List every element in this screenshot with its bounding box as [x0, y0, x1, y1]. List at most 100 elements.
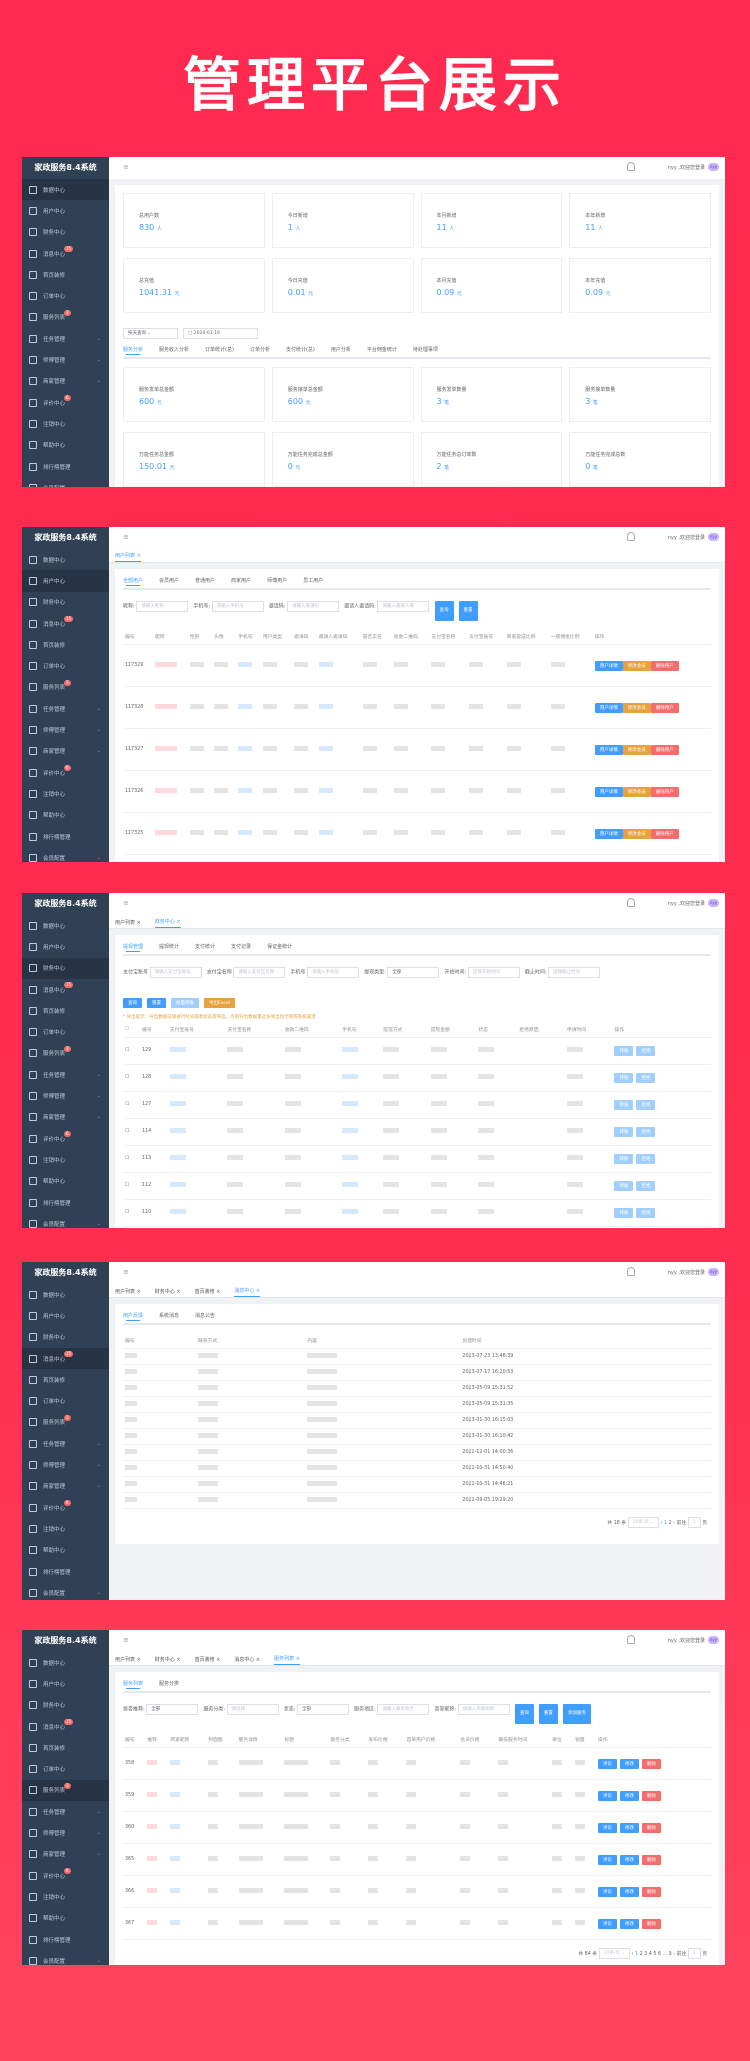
delete-user-button[interactable]: 删除用户: [650, 828, 679, 839]
delete-user-button[interactable]: 删除用户: [650, 702, 679, 713]
sidebar-item[interactable]: 数据中心: [22, 1284, 109, 1305]
table-row[interactable]: 365 评论 修改 删除: [123, 1843, 711, 1876]
tab[interactable]: 订单分析: [249, 347, 270, 353]
sidebar-item[interactable]: 评价中心 6: [22, 762, 109, 783]
sidebar-item[interactable]: 会员配置 ⌄: [22, 477, 109, 487]
comment-button[interactable]: 评论: [598, 1918, 618, 1929]
edit-button[interactable]: 修改: [620, 1758, 640, 1769]
sidebar-item[interactable]: 商家管理 ⌄: [22, 371, 109, 392]
tab[interactable]: 会员用户: [159, 578, 180, 584]
comment-button[interactable]: 评论: [598, 1790, 618, 1801]
tag-0[interactable]: 用户列表 ×: [115, 920, 141, 926]
sidebar-item[interactable]: 评价中心 6: [22, 1497, 109, 1518]
sidebar-item[interactable]: 消息中心 15: [22, 1347, 109, 1370]
sidebar-item[interactable]: 师傅管理 ⌄: [22, 719, 109, 740]
tab[interactable]: 提现统计: [159, 944, 180, 950]
user-detail-button[interactable]: 用户详情: [594, 660, 623, 671]
delete-button[interactable]: 删除: [642, 1918, 662, 1929]
query-button[interactable]: 查询: [514, 1704, 534, 1724]
table-row[interactable]: 2023-05-09 15:31:52: [123, 1380, 711, 1397]
sidebar-item[interactable]: 注销中心: [22, 1518, 109, 1539]
tab[interactable]: 支付统计: [195, 944, 216, 950]
tab[interactable]: 提现管理: [123, 944, 144, 950]
page-number[interactable]: 9: [668, 1952, 674, 1957]
tab[interactable]: 订单统计(总): [205, 347, 234, 353]
sidebar-item[interactable]: 排行榜管理: [22, 826, 109, 847]
sidebar-item[interactable]: 用户中心: [22, 200, 109, 221]
table-row[interactable]: 2023-07-23 13:46:39: [123, 1348, 711, 1365]
edit-member-button[interactable]: 修改会员: [622, 744, 651, 755]
comment-button[interactable]: 评论: [598, 1886, 618, 1897]
reject-button[interactable]: 拒绝: [636, 1099, 656, 1110]
sidebar-item[interactable]: 消息中心 15: [22, 243, 109, 264]
hamburger-icon[interactable]: ≡: [123, 1268, 129, 1276]
sidebar-item[interactable]: 帮助中心: [22, 1171, 109, 1192]
page-number[interactable]: ...: [662, 1952, 669, 1957]
table-row[interactable]: 117328 用户详情 修改会员 删除用户: [123, 686, 711, 729]
hamburger-icon[interactable]: ≡: [123, 533, 129, 541]
bell-icon[interactable]: [627, 898, 635, 907]
sidebar-item[interactable]: 注销中心: [22, 413, 109, 434]
table-row[interactable]: 2023-01-30 16:15:03: [123, 1412, 711, 1429]
sidebar-item[interactable]: 排行榜管理: [22, 1929, 109, 1950]
row-checkbox[interactable]: ☐: [125, 1075, 130, 1080]
sidebar-item[interactable]: 财务中心: [22, 957, 109, 979]
filter-input[interactable]: 全部: [146, 1704, 199, 1715]
bell-icon[interactable]: [627, 162, 635, 171]
table-row[interactable]: ☐ 129 转账 拒绝: [123, 1037, 711, 1065]
sidebar-item[interactable]: 财务中心: [22, 1695, 109, 1716]
tag-0[interactable]: 用户列表 ×: [115, 1657, 141, 1663]
sidebar-item[interactable]: 任务管理 ⌄: [22, 1801, 109, 1822]
sidebar-item[interactable]: 评价中心 6: [22, 392, 109, 413]
avatar[interactable]: nyy: [708, 533, 719, 541]
table-row[interactable]: 2023-07-17 16:20:53: [123, 1364, 711, 1381]
tab[interactable]: 服务列表: [123, 1681, 144, 1687]
sidebar-item[interactable]: 帮助中心: [22, 1908, 109, 1929]
transfer-button[interactable]: 转账: [614, 1045, 634, 1056]
sidebar-item[interactable]: 会员配置 ⌄: [22, 1950, 109, 1965]
sidebar-item[interactable]: 订单中心: [22, 285, 109, 306]
sidebar-item[interactable]: 任务管理 ⌄: [22, 328, 109, 349]
sidebar-item[interactable]: 排行榜管理: [22, 1192, 109, 1213]
sidebar-item[interactable]: 帮助中心: [22, 805, 109, 826]
sidebar-item[interactable]: 商家管理 ⌄: [22, 1107, 109, 1128]
bell-icon[interactable]: [627, 1267, 635, 1276]
sidebar-item[interactable]: 注销中心: [22, 783, 109, 804]
table-row[interactable]: 366 评论 修改 删除: [123, 1875, 711, 1908]
transfer-button[interactable]: 转账: [614, 1072, 634, 1083]
edit-member-button[interactable]: 修改会员: [622, 702, 651, 713]
transfer-button[interactable]: 转账: [614, 1099, 634, 1110]
sidebar-item[interactable]: 消息中心 15: [22, 613, 109, 634]
tab[interactable]: 服务分析: [123, 347, 144, 353]
table-row[interactable]: ☐ 110 转账 拒绝: [123, 1199, 711, 1227]
filter-input[interactable]: 请输入邀请码: [287, 601, 340, 612]
hamburger-icon[interactable]: ≡: [123, 1636, 129, 1644]
transfer-button[interactable]: 转账: [614, 1207, 634, 1218]
sidebar-item[interactable]: 商家管理 ⌄: [22, 1844, 109, 1865]
row-checkbox[interactable]: ☐: [125, 1156, 130, 1161]
sidebar-item[interactable]: 注销中心: [22, 1149, 109, 1170]
page-size-select[interactable]: 10条/页 ⌄: [627, 1517, 660, 1528]
filter-input[interactable]: 全部: [297, 1704, 350, 1715]
reject-button[interactable]: 拒绝: [636, 1072, 656, 1083]
page-number[interactable]: 3: [644, 1952, 649, 1957]
reject-button[interactable]: 拒绝: [636, 1207, 656, 1218]
goto-page-input[interactable]: 1: [687, 1517, 701, 1528]
sidebar-item[interactable]: 订单中心: [22, 1390, 109, 1411]
reset-button[interactable]: 重置: [147, 997, 166, 1008]
tag-2[interactable]: 首页装修 ×: [194, 1657, 221, 1663]
tag-1[interactable]: 财务中心 ×: [154, 1289, 181, 1295]
tab[interactable]: 员工用户: [303, 578, 324, 584]
tag-4[interactable]: 服务列表 ×: [274, 1655, 300, 1665]
tag-2[interactable]: 首页装修 ×: [194, 1289, 221, 1295]
table-row[interactable]: 2022-10-31 14:50:40: [123, 1460, 711, 1477]
comment-button[interactable]: 评论: [598, 1758, 618, 1769]
tag-1[interactable]: 财务中心 ×: [154, 918, 181, 928]
sidebar-item[interactable]: 师傅管理 ⌄: [22, 1454, 109, 1475]
filter-input[interactable]: 选择截止时间: [548, 967, 601, 978]
table-row[interactable]: 2022-12-01 14:00:36: [123, 1444, 711, 1461]
table-row[interactable]: 117329 用户详情 修改会员 删除用户: [123, 644, 711, 687]
table-row[interactable]: ☐ 114 转账 拒绝: [123, 1118, 711, 1146]
query-button[interactable]: 查询: [434, 601, 454, 621]
sidebar-item[interactable]: 排行榜管理: [22, 456, 109, 477]
